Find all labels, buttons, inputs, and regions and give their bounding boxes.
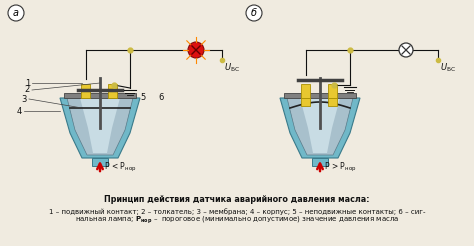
Text: 6: 6 bbox=[158, 93, 164, 103]
Bar bbox=[301, 98, 310, 106]
Circle shape bbox=[246, 5, 262, 21]
Text: а: а bbox=[13, 8, 19, 18]
Polygon shape bbox=[60, 98, 140, 158]
Text: 4: 4 bbox=[17, 107, 22, 116]
Text: P < P$_{\rm нор}$: P < P$_{\rm нор}$ bbox=[104, 160, 137, 173]
Text: 1: 1 bbox=[25, 78, 30, 88]
Bar bbox=[92, 158, 108, 166]
Polygon shape bbox=[300, 98, 340, 153]
Text: 1 – подвижный контакт; 2 – толкатель; 3 – мембрана; 4 – корпус; 5 – неподвижные : 1 – подвижный контакт; 2 – толкатель; 3 … bbox=[49, 208, 425, 215]
Circle shape bbox=[8, 5, 24, 21]
Text: $U_{\rm БС}$: $U_{\rm БС}$ bbox=[224, 62, 240, 75]
Text: $U_{\rm БС}$: $U_{\rm БС}$ bbox=[440, 62, 456, 75]
Polygon shape bbox=[80, 98, 120, 153]
Polygon shape bbox=[280, 98, 360, 158]
Text: 2: 2 bbox=[25, 86, 30, 94]
Bar bbox=[108, 84, 117, 98]
Text: P > P$_{\rm нор}$: P > P$_{\rm нор}$ bbox=[324, 160, 356, 173]
Text: нальная лампа; $\mathbf{P_{нор}}$ –  пороговое (минимально допустимое) значение : нальная лампа; $\mathbf{P_{нор}}$ – поро… bbox=[75, 215, 399, 226]
Bar bbox=[328, 84, 337, 98]
Circle shape bbox=[399, 43, 413, 57]
Bar bbox=[64, 93, 136, 98]
Bar bbox=[312, 158, 328, 166]
Bar bbox=[81, 84, 90, 98]
Polygon shape bbox=[287, 98, 353, 155]
Text: 5: 5 bbox=[140, 93, 145, 103]
Polygon shape bbox=[67, 98, 133, 155]
Text: Принцип действия датчика аварийного давления масла:: Принцип действия датчика аварийного давл… bbox=[104, 195, 370, 204]
Circle shape bbox=[188, 42, 204, 58]
Text: б: б bbox=[251, 8, 257, 18]
Bar bbox=[328, 98, 337, 106]
Text: 3: 3 bbox=[22, 94, 27, 104]
Bar bbox=[284, 93, 356, 98]
Bar bbox=[301, 84, 310, 98]
